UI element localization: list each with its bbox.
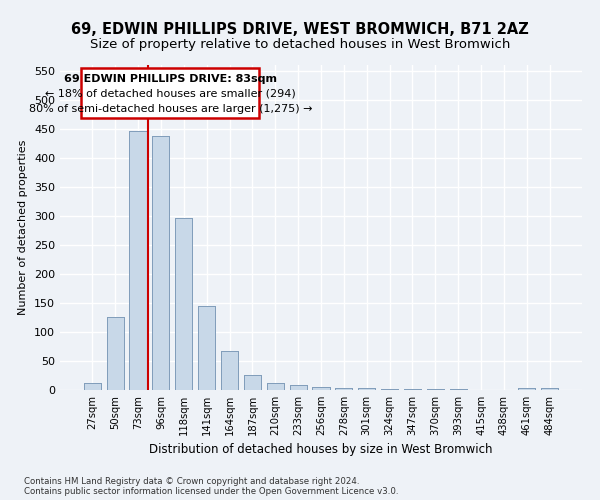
Bar: [313, 386, 329, 390]
Bar: [152, 136, 169, 390]
Bar: [335, 388, 352, 390]
Text: 80% of semi-detached houses are larger (1,275) →: 80% of semi-detached houses are larger (…: [29, 104, 312, 114]
Bar: [130, 130, 146, 390]
Bar: [175, 218, 193, 390]
Bar: [130, 130, 146, 390]
Bar: [381, 389, 398, 390]
Bar: [541, 388, 558, 390]
Bar: [335, 388, 352, 390]
Bar: [290, 386, 307, 390]
Bar: [198, 306, 215, 390]
Text: Contains public sector information licensed under the Open Government Licence v3: Contains public sector information licen…: [24, 488, 398, 496]
Bar: [244, 375, 261, 390]
Bar: [221, 351, 238, 390]
Bar: [266, 383, 284, 390]
Bar: [313, 386, 329, 390]
Text: 69 EDWIN PHILLIPS DRIVE: 83sqm: 69 EDWIN PHILLIPS DRIVE: 83sqm: [64, 74, 277, 84]
Bar: [358, 388, 376, 390]
Bar: [152, 136, 169, 390]
Text: ← 18% of detached houses are smaller (294): ← 18% of detached houses are smaller (29…: [45, 89, 296, 99]
Bar: [244, 375, 261, 390]
Bar: [541, 388, 558, 390]
Text: 69, EDWIN PHILLIPS DRIVE, WEST BROMWICH, B71 2AZ: 69, EDWIN PHILLIPS DRIVE, WEST BROMWICH,…: [71, 22, 529, 38]
Bar: [221, 351, 238, 390]
Bar: [290, 386, 307, 390]
Bar: [198, 306, 215, 390]
Bar: [358, 388, 376, 390]
Text: Distribution of detached houses by size in West Bromwich: Distribution of detached houses by size …: [149, 442, 493, 456]
Bar: [82, 68, 259, 118]
Bar: [381, 389, 398, 390]
Bar: [107, 318, 124, 390]
Text: Size of property relative to detached houses in West Bromwich: Size of property relative to detached ho…: [90, 38, 510, 51]
Bar: [175, 218, 193, 390]
Bar: [518, 388, 535, 390]
Bar: [84, 383, 101, 390]
Bar: [266, 383, 284, 390]
Y-axis label: Number of detached properties: Number of detached properties: [19, 140, 28, 315]
Bar: [84, 383, 101, 390]
Bar: [518, 388, 535, 390]
Bar: [107, 318, 124, 390]
Text: Contains HM Land Registry data © Crown copyright and database right 2024.: Contains HM Land Registry data © Crown c…: [24, 478, 359, 486]
